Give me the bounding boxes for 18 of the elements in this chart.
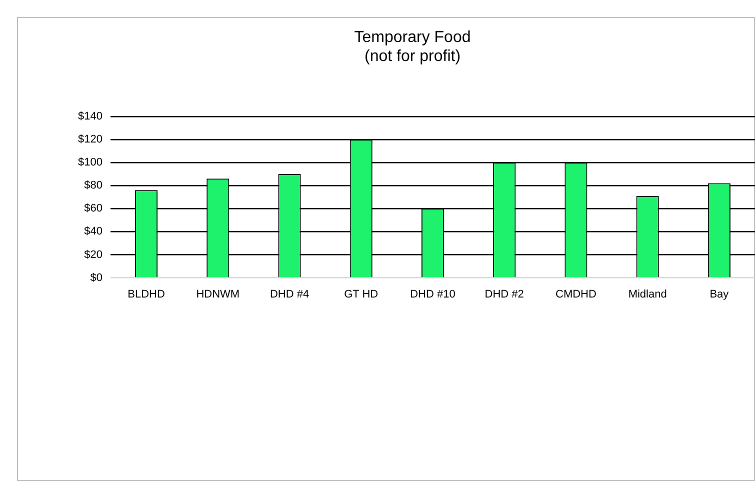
x-tick-label: BLDHD bbox=[128, 288, 165, 300]
y-tick-label: $60 bbox=[84, 202, 102, 215]
chart-title: Temporary Food (not for profit) bbox=[354, 29, 471, 66]
y-tick-label: $100 bbox=[78, 156, 102, 169]
x-tick-label: DHD #4 bbox=[270, 288, 310, 300]
x-tick-label: DHD #10 bbox=[410, 288, 456, 300]
x-tick-label: HDNWM bbox=[196, 288, 240, 300]
x-tick-label: Bay bbox=[710, 288, 730, 300]
x-tick-label: DHD #2 bbox=[484, 288, 524, 300]
x-tick-label: Midland bbox=[628, 288, 667, 300]
x-tick-label: CMDHD bbox=[555, 288, 596, 300]
y-tick-label: $140 bbox=[78, 110, 102, 122]
y-tick-label: $40 bbox=[84, 226, 102, 238]
x-tick-label: GT HD bbox=[344, 288, 378, 300]
y-tick-label: $120 bbox=[78, 133, 102, 146]
y-tick-label: $0 bbox=[90, 272, 102, 284]
y-tick-label: $80 bbox=[84, 180, 102, 192]
y-tick-label: $20 bbox=[84, 248, 102, 261]
